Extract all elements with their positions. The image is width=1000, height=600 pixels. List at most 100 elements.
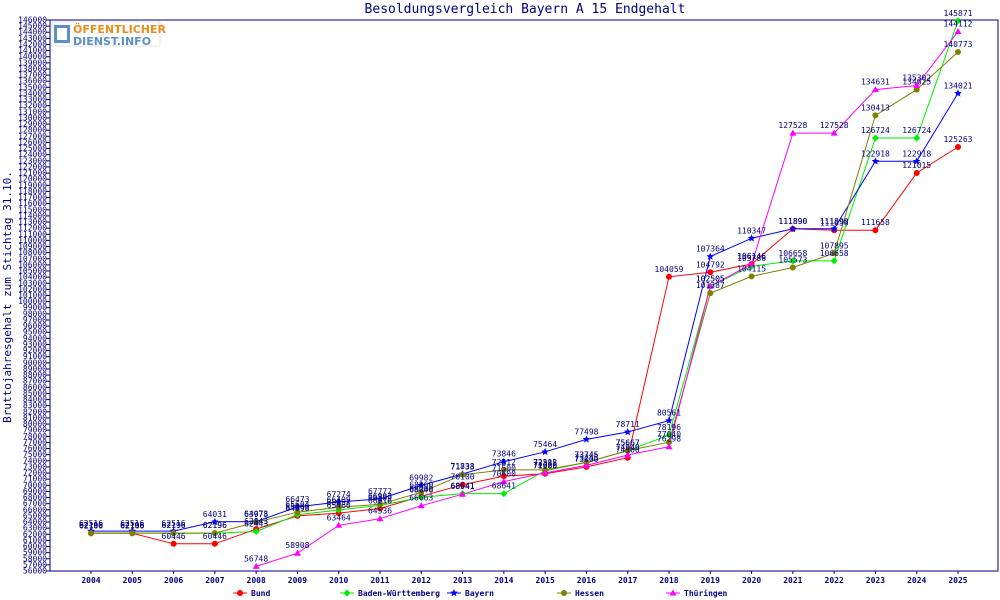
- x-tick-label: 2024: [907, 576, 926, 585]
- data-point-th-ringen: [417, 502, 425, 509]
- data-label-bayern: 66473: [285, 495, 309, 504]
- y-tick-label: 125000: [18, 144, 47, 153]
- data-point-bayern: [747, 234, 756, 242]
- y-tick-label: 108000: [18, 248, 47, 257]
- data-point-hessen: [789, 264, 796, 271]
- y-tick-label: 117000: [18, 193, 47, 202]
- data-point-bayern: [954, 89, 962, 97]
- data-point-th-ringen: [376, 515, 384, 522]
- y-tick-label: 71000: [23, 475, 47, 484]
- y-tick-label: 60000: [23, 542, 47, 551]
- y-tick-label: 65000: [23, 511, 47, 520]
- data-label-baden-w-rttemberg: 126724: [902, 126, 931, 135]
- y-tick-label: 121000: [18, 169, 47, 178]
- data-point-th-ringen: [830, 129, 838, 136]
- y-tick-label: 111000: [18, 230, 47, 239]
- data-point-th-ringen: [335, 521, 343, 528]
- data-label-hessen: 63978: [244, 510, 268, 519]
- chart-title: Besoldungsvergleich Bayern A 15 Endgehal…: [365, 2, 686, 17]
- y-tick-label: 136000: [18, 77, 47, 86]
- data-label-bayern: 107364: [696, 245, 725, 254]
- data-point-bayern: [500, 457, 508, 465]
- data-point-bund: [955, 143, 961, 150]
- data-label-th-ringen: 58908: [285, 541, 309, 550]
- data-point-th-ringen: [293, 549, 301, 556]
- data-label-bund: 70100: [451, 473, 475, 482]
- y-tick-label: 138000: [18, 64, 47, 73]
- data-point-hessen: [88, 530, 94, 537]
- legend-marker-hessen: [561, 590, 567, 596]
- y-tick-label: 84000: [23, 395, 47, 404]
- x-tick-label: 2005: [123, 576, 142, 585]
- x-tick-label: 2006: [164, 576, 183, 585]
- data-label-bund: 71900: [533, 462, 557, 471]
- data-label-bayern: 62516: [162, 519, 186, 528]
- data-point-hessen: [624, 447, 631, 454]
- data-label-bayern: 134021: [944, 81, 973, 90]
- legend: Bund Baden-Württemberg Bayern Hessen Thüring…: [233, 588, 728, 598]
- legend-label-baden-w-rttemberg: Baden-Württemberg: [358, 589, 440, 598]
- y-tick-label: 112000: [18, 224, 47, 233]
- data-label-th-ringen: 135302: [902, 73, 931, 82]
- data-point-bayern: [830, 224, 838, 233]
- data-label-baden-w-rttemberg: 62196: [120, 521, 144, 530]
- data-label-hessen: 66903: [368, 492, 392, 501]
- data-label-baden-w-rttemberg: 126724: [861, 126, 890, 135]
- y-tick-label: 126000: [18, 138, 47, 147]
- data-label-baden-w-rttemberg: 62196: [79, 521, 103, 530]
- data-label-bund: 62166: [79, 521, 103, 530]
- plot-frame: [49, 19, 999, 572]
- data-label-hessen: 130413: [861, 103, 890, 112]
- y-tick-label: 100000: [18, 297, 47, 306]
- data-point-bayern: [912, 157, 921, 165]
- data-label-th-ringen: 73245: [574, 453, 598, 462]
- y-tick-label: 113000: [18, 218, 47, 227]
- data-label-th-ringen: 56748: [244, 554, 268, 563]
- data-label-bund: 73000: [574, 455, 598, 464]
- y-tick-label: 145000: [18, 22, 47, 31]
- y-tick-label: 122000: [18, 162, 47, 171]
- data-label-bund: 65460: [327, 501, 351, 510]
- y-tick-label: 56000: [23, 567, 47, 576]
- data-label-hessen: 62196: [79, 521, 103, 530]
- data-label-hessen: 66409: [327, 495, 351, 504]
- data-label-bund: 71500: [492, 464, 516, 473]
- data-label-bund: 106146: [737, 252, 766, 261]
- y-tick-label: 140000: [18, 52, 47, 61]
- y-tick-label: 72000: [23, 469, 47, 478]
- y-tick-label: 76000: [23, 444, 47, 453]
- logo: ÖFFENTLICHER DIENST.INFO: [51, 21, 166, 48]
- data-label-th-ringen: 68541: [451, 482, 475, 491]
- data-point-hessen: [831, 250, 838, 257]
- data-label-hessen: 65604: [285, 500, 309, 509]
- y-tick-label: 68000: [23, 493, 47, 502]
- data-label-hessen: 101387: [696, 281, 725, 290]
- data-label-bund: 60446: [203, 532, 227, 541]
- y-tick-label: 127000: [18, 132, 47, 141]
- data-point-bayern: [376, 494, 384, 503]
- data-point-baden-w-rttemberg: [500, 490, 508, 498]
- y-tick-label: 101000: [18, 291, 47, 300]
- y-tick-label: 116000: [18, 199, 47, 208]
- y-tick-label: 62000: [23, 530, 47, 539]
- y-tick-label: 103000: [18, 279, 47, 288]
- y-ticks: 5600057000580005900060000610006200063000…: [18, 16, 50, 576]
- data-point-bund: [872, 227, 879, 234]
- y-tick-label: 61000: [23, 536, 47, 545]
- y-tick-label: 58000: [23, 554, 47, 563]
- y-tick-label: 131000: [18, 107, 47, 116]
- data-label-bund: 62843: [244, 517, 268, 526]
- data-label-bayern: 64031: [203, 510, 227, 519]
- y-tick-label: 90000: [23, 358, 47, 367]
- data-point-baden-w-rttemberg: [830, 257, 838, 265]
- y-tick-label: 118000: [18, 187, 47, 196]
- y-tick-label: 141000: [18, 46, 47, 55]
- y-tick-label: 135000: [18, 83, 47, 92]
- y-axis-label: Bruttojahresgehalt zum Stichtag 31.10.: [1, 171, 14, 423]
- x-tick-label: 2013: [453, 576, 472, 585]
- data-label-baden-w-rttemberg: 145871: [944, 9, 973, 18]
- data-label-bund: 111890: [778, 217, 807, 226]
- data-label-th-ringen: 63464: [327, 513, 351, 522]
- y-tick-label: 77000: [23, 438, 47, 447]
- data-label-hessen: 62196: [203, 521, 227, 530]
